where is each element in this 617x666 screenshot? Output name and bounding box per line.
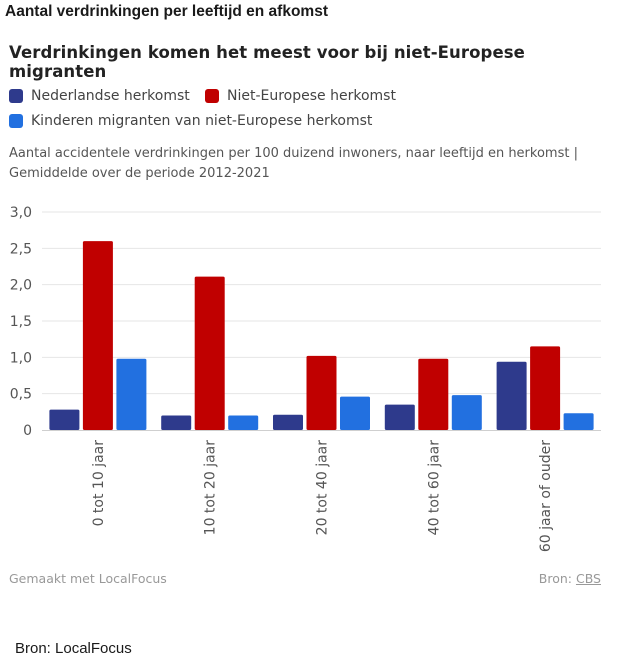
chart-subtitle: Aantal accidentele verdrinkingen per 100… — [9, 146, 578, 181]
x-tick-label: 20 tot 40 jaar — [315, 440, 331, 536]
bar — [418, 358, 449, 430]
source-label: Bron: — [538, 571, 572, 586]
legend-label: Nederlandse herkomst — [31, 88, 190, 104]
bar — [273, 414, 303, 430]
page-title: Aantal verdrinkingen per leeftijd en afk… — [5, 3, 328, 20]
source-link[interactable]: CBS — [575, 571, 601, 586]
x-tick-label: 10 tot 20 jaar — [203, 440, 219, 536]
bar — [116, 358, 147, 430]
y-tick-label: 1,0 — [10, 350, 32, 366]
bar — [194, 276, 225, 430]
y-tick-label: 1,5 — [10, 314, 32, 330]
x-tick-label: 0 tot 10 jaar — [91, 440, 107, 527]
chart-card: Verdrinkingen komen het meest voor bij n… — [0, 28, 617, 608]
y-tick-label: 0 — [23, 423, 32, 439]
x-tick-label: 60 jaar of ouder — [538, 440, 554, 552]
x-tick-label: 40 tot 60 jaar — [426, 440, 442, 536]
bar — [496, 361, 527, 430]
legend-swatch — [9, 89, 23, 103]
legend-swatch — [9, 114, 23, 128]
bar — [530, 346, 561, 430]
bar — [49, 409, 80, 430]
bar — [340, 396, 370, 430]
y-tick-label: 2,5 — [10, 241, 32, 257]
source-credit: Bron: CBS — [539, 571, 601, 586]
chart-title: Verdrinkingen komen het meest voor bij n… — [9, 43, 525, 81]
legend-item-nederlandse[interactable]: Nederlandse herkomst — [9, 88, 190, 104]
bar-chart: 0 0,5 1,0 1,5 2,0 2,5 3,0 0 tot 10 jaar 10 tot 2… — [10, 205, 601, 552]
bar — [306, 355, 337, 430]
y-tick-label: 3,0 — [10, 205, 32, 221]
legend-item-kinderen[interactable]: Kinderen migranten van niet-Europese her… — [9, 113, 372, 129]
bar — [451, 395, 482, 430]
bar — [82, 241, 113, 430]
bar — [228, 415, 259, 430]
legend-swatch — [205, 89, 219, 103]
legend-label: Kinderen migranten van niet-Europese her… — [31, 113, 373, 129]
legend-item-niet-europese[interactable]: Niet-Europese herkomst — [205, 88, 396, 104]
legend-label: Niet-Europese herkomst — [227, 88, 396, 104]
made-with-credit: Gemaakt met LocalFocus — [9, 571, 167, 586]
page-source: Bron: LocalFocus — [15, 640, 132, 657]
bar — [161, 415, 192, 430]
bar — [563, 413, 594, 430]
y-tick-label: 2,0 — [10, 278, 32, 294]
bar — [384, 404, 415, 430]
y-tick-label: 0,5 — [10, 387, 32, 403]
